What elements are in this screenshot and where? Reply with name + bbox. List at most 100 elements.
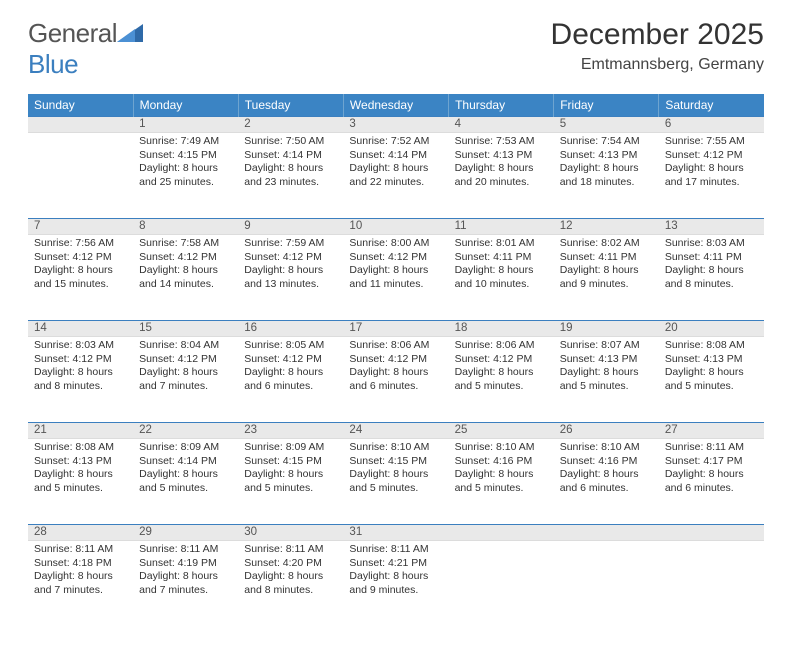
sunset-line: Sunset: 4:21 PM [349,557,427,569]
sunrise-line: Sunrise: 8:11 AM [349,543,428,555]
sunset-line: Sunset: 4:13 PM [560,149,638,161]
day-content-cell: Sunrise: 8:11 AMSunset: 4:17 PMDaylight:… [659,439,764,525]
calendar-table: SundayMondayTuesdayWednesdayThursdayFrid… [28,94,764,627]
sunrise-line: Sunrise: 7:56 AM [34,237,114,249]
sunset-line: Sunset: 4:16 PM [560,455,638,467]
daylight-line: Daylight: 8 hours and 20 minutes. [455,162,534,188]
sunrise-line: Sunrise: 8:05 AM [244,339,324,351]
day-content-cell: Sunrise: 8:07 AM Sunset: 4:13 PMDaylight:… [554,337,659,423]
day-number-cell [449,525,554,541]
sunset-line: Sunset: 4:14 PM [244,149,322,161]
daylight-line: Daylight: 8 hours and 6 minutes. [665,468,744,494]
daylight-line: Daylight: 8 hours and 10 minutes. [455,264,534,290]
sunset-line: Sunset: 4:16 PM [455,455,533,467]
day-content-row: Sunrise: 8:03 AMSunset: 4:12 PMDaylight:… [28,337,764,423]
sunset-line: Sunset: 4:12 PM [455,353,533,365]
sunset-line: Sunset: 4:19 PM [139,557,217,569]
day-content-cell: Sunrise: 8:00 AMSunset: 4:12 PMDaylight:… [343,235,448,321]
sunrise-line: Sunrise: 8:09 AM [139,441,219,453]
day-content-cell: Sunrise: 8:04 AMSunset: 4:12 PMDaylight:… [133,337,238,423]
weekday-header: Saturday [659,94,764,117]
sunrise-line: Sunrise: 8:04 AM [139,339,219,351]
day-number-cell [554,525,659,541]
day-number-cell: 26 [554,423,659,439]
day-content-row: Sunrise: 7:49 AMSunset: 4:15 PMDaylight:… [28,133,764,219]
sunset-line: Sunset: 4:13 PM [560,353,638,365]
day-number-cell: 2 [238,117,343,133]
day-number-row: 78910111213 [28,219,764,235]
title-block: December 2025 Emtmannsberg, Germany [551,18,764,74]
day-content-cell: Sunrise: 8:11 AMSunset: 4:18 PMDaylight:… [28,541,133,627]
day-number-cell [659,525,764,541]
day-number-cell: 4 [449,117,554,133]
weekday-header: Friday [554,94,659,117]
daylight-line: Daylight: 8 hours and 17 minutes. [665,162,744,188]
daylight-line: Daylight: 8 hours and 5 minutes. [455,468,534,494]
daylight-line: Daylight: 8 hours and 5 minutes. [455,366,534,392]
day-number-cell: 19 [554,321,659,337]
sunrise-line: Sunrise: 8:08 AM [665,339,745,351]
day-content-cell: Sunrise: 8:01 AMSunset: 4:11 PMDaylight:… [449,235,554,321]
daylight-line: Daylight: 8 hours and 5 minutes. [244,468,323,494]
day-number-cell: 18 [449,321,554,337]
day-number-cell: 20 [659,321,764,337]
day-number-cell: 15 [133,321,238,337]
sunset-line: Sunset: 4:12 PM [139,251,217,263]
day-content-cell [449,541,554,627]
sunrise-line: Sunrise: 8:10 AM [560,441,640,453]
day-number-cell: 12 [554,219,659,235]
sunset-line: Sunset: 4:15 PM [244,455,322,467]
day-number-cell: 29 [133,525,238,541]
day-content-cell: Sunrise: 8:11 AMSunset: 4:20 PMDaylight:… [238,541,343,627]
day-content-row: Sunrise: 8:11 AMSunset: 4:18 PMDaylight:… [28,541,764,627]
daylight-line: Daylight: 8 hours and 13 minutes. [244,264,323,290]
day-number-cell: 23 [238,423,343,439]
daylight-line: Daylight: 8 hours and 14 minutes. [139,264,218,290]
sunrise-line: Sunrise: 8:10 AM [349,441,429,453]
day-content-cell: Sunrise: 8:10 AMSunset: 4:15 PMDaylight:… [343,439,448,525]
daylight-line: Daylight: 8 hours and 7 minutes. [139,570,218,596]
day-content-cell [659,541,764,627]
day-number-row: 28293031 [28,525,764,541]
day-number-cell: 31 [343,525,448,541]
daylight-line: Daylight: 8 hours and 8 minutes. [34,366,113,392]
sunset-line: Sunset: 4:12 PM [244,353,322,365]
weekday-header: Thursday [449,94,554,117]
daylight-line: Daylight: 8 hours and 5 minutes. [139,468,218,494]
sunset-line: Sunset: 4:18 PM [34,557,112,569]
day-content-cell: Sunrise: 8:11 AMSunset: 4:21 PMDaylight:… [343,541,448,627]
calendar-page: General Blue December 2025 Emtmannsberg,… [0,0,792,645]
sunset-line: Sunset: 4:11 PM [560,251,637,263]
day-content-row: Sunrise: 8:08 AMSunset: 4:13 PMDaylight:… [28,439,764,525]
daylight-line: Daylight: 8 hours and 9 minutes. [560,264,639,290]
sunrise-line: Sunrise: 8:10 AM [455,441,535,453]
day-number-cell: 14 [28,321,133,337]
day-content-cell [554,541,659,627]
sunset-line: Sunset: 4:13 PM [665,353,743,365]
sunrise-line: Sunrise: 7:52 AM [349,135,429,147]
daylight-line: Daylight: 8 hours and 5 minutes. [34,468,113,494]
sunset-line: Sunset: 4:12 PM [244,251,322,263]
day-content-cell: Sunrise: 7:58 AMSunset: 4:12 PMDaylight:… [133,235,238,321]
daylight-line: Daylight: 8 hours and 23 minutes. [244,162,323,188]
daylight-line: Daylight: 8 hours and 8 minutes. [244,570,323,596]
daylight-line: Daylight: 8 hours and 5 minutes. [665,366,744,392]
sunrise-line: Sunrise: 7:59 AM [244,237,324,249]
sunrise-line: Sunrise: 8:09 AM [244,441,324,453]
day-content-cell: Sunrise: 8:08 AMSunset: 4:13 PMDaylight:… [28,439,133,525]
sunrise-line: Sunrise: 8:07 AM [560,339,640,351]
daylight-line: Daylight: 8 hours and 15 minutes. [34,264,113,290]
daylight-line: Daylight: 8 hours and 11 minutes. [349,264,428,290]
sunrise-line: Sunrise: 7:55 AM [665,135,745,147]
daylight-line: Daylight: 8 hours and 8 minutes. [665,264,744,290]
daylight-line: Daylight: 8 hours and 5 minutes. [560,366,639,392]
sunset-line: Sunset: 4:15 PM [139,149,217,161]
day-number-cell: 27 [659,423,764,439]
daylight-line: Daylight: 8 hours and 25 minutes. [139,162,218,188]
day-number-cell: 7 [28,219,133,235]
sunset-line: Sunset: 4:11 PM [665,251,742,263]
sunset-line: Sunset: 4:15 PM [349,455,427,467]
sunset-line: Sunset: 4:12 PM [34,353,112,365]
day-number-cell: 9 [238,219,343,235]
daylight-line: Daylight: 8 hours and 7 minutes. [34,570,113,596]
